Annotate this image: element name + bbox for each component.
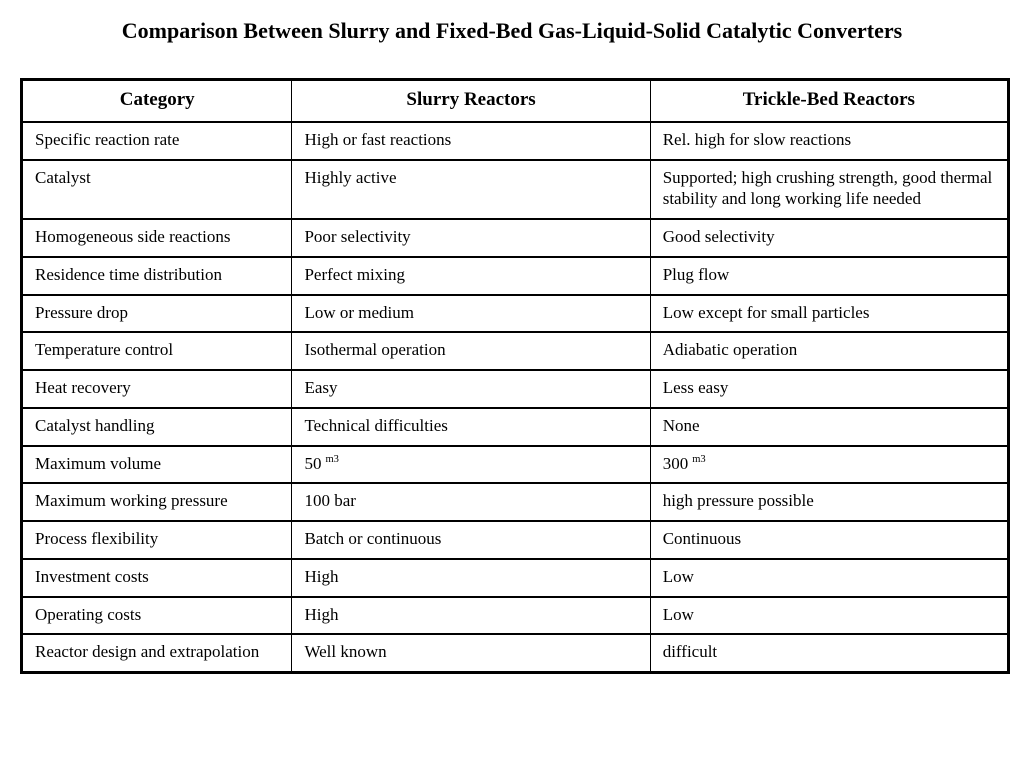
trickle-bed-reactors-cell: difficult — [649, 633, 1010, 674]
table-row: Heat recovery Easy Less easy — [20, 369, 1010, 409]
table-row: Homogeneous side reactions Poor selectivi… — [20, 218, 1010, 258]
table-row: Pressure drop Low or medium Low except for… — [20, 293, 1010, 334]
slurry-reactors-cell: Low or medium — [291, 293, 651, 334]
column-header-trickle-bed-reactors: Trickle-Bed Reactors — [649, 78, 1010, 123]
trickle-bed-reactors-cell: Low — [649, 557, 1010, 598]
table-row: Reactor design and extrapolation Well kno… — [20, 633, 1010, 674]
trickle-bed-reactors-cell: Good selectivity — [649, 218, 1010, 258]
category-cell: Residence time distribution — [20, 255, 293, 296]
trickle-bed-reactors-cell: Plug flow — [649, 255, 1010, 296]
category-cell: Maximum volume — [20, 444, 293, 485]
unit-superscript: m3 — [325, 453, 339, 465]
table-row: Process flexibility Batch or continuous Co… — [20, 520, 1010, 560]
category-cell: Reactor design and extrapolation — [20, 633, 293, 674]
slurry-reactors-cell: High — [291, 557, 651, 598]
table-row: Operating costs High Low — [20, 595, 1010, 636]
table-body: Specific reaction rate High or fast react… — [20, 120, 1010, 674]
table-row: Residence time distribution Perfect mixin… — [20, 255, 1010, 296]
table-header-row: Category Slurry Reactors Trickle-Bed Rea… — [20, 78, 1010, 123]
slurry-reactors-cell: Isothermal operation — [291, 331, 651, 372]
table-row: Maximum volume 50 m3 300 m3 — [20, 444, 1010, 485]
category-cell: Process flexibility — [20, 520, 293, 560]
table-row: Specific reaction rate High or fast react… — [20, 120, 1010, 161]
slurry-reactors-cell: Easy — [291, 369, 651, 409]
category-cell: Investment costs — [20, 557, 293, 598]
trickle-bed-reactors-cell: high pressure possible — [649, 482, 1010, 523]
category-cell: Operating costs — [20, 595, 293, 636]
slurry-reactors-cell: Batch or continuous — [291, 520, 651, 560]
slide-title: Comparison Between Slurry and Fixed-Bed … — [121, 18, 903, 43]
slurry-reactors-cell: High — [291, 595, 651, 636]
category-cell: Pressure drop — [20, 293, 293, 334]
table-row: Maximum working pressure 100 bar high pres… — [20, 482, 1010, 523]
category-cell: Maximum working pressure — [20, 482, 293, 523]
trickle-bed-reactors-cell: Low except for small particles — [649, 293, 1010, 334]
table-row: Investment costs High Low — [20, 557, 1010, 598]
trickle-bed-reactors-cell: Low — [649, 595, 1010, 636]
table-row: Temperature control Isothermal operation A… — [20, 331, 1010, 372]
trickle-bed-reactors-cell: Adiabatic operation — [649, 331, 1010, 372]
comparison-table: Category Slurry Reactors Trickle-Bed Rea… — [20, 78, 1010, 675]
slurry-reactors-cell: Poor selectivity — [291, 218, 651, 258]
unit-superscript: m3 — [692, 453, 706, 465]
trickle-bed-reactors-cell: 300 m3 — [649, 444, 1010, 485]
slurry-reactors-cell: Technical difficulties — [291, 406, 651, 447]
slurry-reactors-cell: 50 m3 — [291, 444, 651, 485]
table-row: Catalyst Highly active Supported; high cru… — [20, 158, 1010, 221]
slurry-reactors-cell: 100 bar — [291, 482, 651, 523]
trickle-bed-reactors-cell: Less easy — [649, 369, 1010, 409]
table-row: Catalyst handling Technical difficulties N… — [20, 406, 1010, 447]
column-header-category: Category — [20, 78, 293, 123]
category-cell: Catalyst handling — [20, 406, 293, 447]
trickle-bed-reactors-cell: Supported; high crushing strength, good … — [649, 158, 1010, 221]
category-cell: Temperature control — [20, 331, 293, 372]
column-header-slurry-reactors: Slurry Reactors — [291, 78, 651, 123]
category-cell: Heat recovery — [20, 369, 293, 409]
trickle-bed-reactors-cell: Rel. high for slow reactions — [649, 120, 1010, 161]
comparison-table-container: Category Slurry Reactors Trickle-Bed Rea… — [20, 78, 1010, 675]
category-cell: Specific reaction rate — [20, 120, 293, 161]
slurry-reactors-cell: Highly active — [291, 158, 651, 221]
category-cell: Catalyst — [20, 158, 293, 221]
category-cell: Homogeneous side reactions — [20, 218, 293, 258]
slurry-reactors-cell: High or fast reactions — [291, 120, 651, 161]
trickle-bed-reactors-cell: None — [649, 406, 1010, 447]
trickle-bed-reactors-cell: Continuous — [649, 520, 1010, 560]
slurry-reactors-cell: Well known — [291, 633, 651, 674]
slurry-reactors-cell: Perfect mixing — [291, 255, 651, 296]
